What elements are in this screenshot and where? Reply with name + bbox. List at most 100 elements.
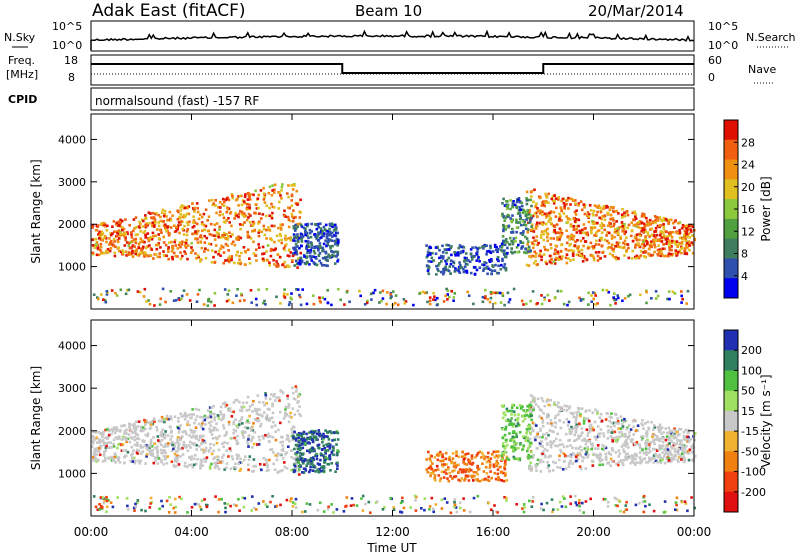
velocity-cell — [575, 411, 578, 414]
power-cell — [572, 249, 575, 253]
power-cell — [332, 234, 336, 237]
velocity-cell — [451, 470, 454, 473]
power-cell — [602, 224, 606, 228]
power-cell — [196, 293, 200, 296]
velocity-cell — [540, 409, 543, 412]
velocity-cell — [195, 448, 198, 451]
power-cell — [254, 189, 257, 193]
velocity-cell — [632, 433, 635, 436]
power-cell — [261, 245, 265, 249]
velocity-cell — [468, 467, 471, 471]
velocity-cell — [656, 435, 659, 438]
power-cell — [319, 300, 322, 304]
power-cell — [296, 201, 300, 205]
velocity-cell — [212, 426, 216, 429]
power-cell — [671, 230, 675, 234]
velocity-cell — [249, 439, 253, 443]
velocity-cell — [667, 454, 670, 457]
power-cell — [656, 294, 660, 298]
power-cell — [277, 226, 280, 230]
velocity-cell — [525, 409, 529, 412]
velocity-cell — [127, 433, 131, 436]
power-cell — [296, 245, 299, 248]
velocity-cell — [135, 451, 139, 454]
power-cell — [225, 197, 229, 200]
velocity-cell — [488, 460, 492, 464]
power-cell — [658, 224, 661, 227]
velocity-cell — [188, 444, 191, 447]
velocity-cell — [267, 440, 271, 443]
power-cell — [141, 225, 145, 228]
velocity-cell — [200, 460, 204, 463]
power-cell — [168, 232, 171, 235]
velocity-cell — [690, 445, 693, 448]
velocity-cell — [601, 447, 604, 451]
velocity-cell — [466, 475, 469, 478]
velocity-cell — [618, 435, 621, 439]
power-cell — [260, 217, 263, 220]
velocity-cell — [668, 435, 671, 439]
power-cell — [526, 250, 530, 253]
velocity-cell — [291, 432, 294, 436]
power-cell — [576, 247, 580, 250]
power-cell — [195, 300, 199, 303]
velocity-cell — [441, 453, 444, 456]
power-cell — [428, 302, 432, 306]
velocity-cell — [568, 438, 571, 442]
velocity-cell — [459, 479, 462, 483]
velocity-cell — [636, 461, 639, 464]
power-cell — [271, 184, 274, 187]
power-cell — [524, 223, 528, 227]
power-cell — [291, 215, 294, 218]
velocity-cell — [440, 470, 444, 474]
velocity-cell — [647, 428, 651, 431]
power-cell — [612, 296, 616, 299]
power-cell — [202, 303, 206, 306]
velocity-cell — [293, 469, 296, 472]
velocity-cell — [598, 463, 601, 467]
velocity-cell — [687, 452, 691, 455]
power-cell — [668, 297, 671, 301]
power-cell — [262, 186, 265, 190]
power-cell — [585, 258, 589, 261]
power-cell — [442, 270, 446, 274]
velocity-cell — [193, 442, 196, 445]
power-cell — [149, 254, 152, 257]
power-cell — [325, 236, 329, 240]
power-cell — [260, 230, 263, 234]
velocity-cell — [575, 413, 579, 417]
power-cell — [427, 251, 430, 255]
cpid-label: CPID — [8, 93, 37, 106]
velocity-cell — [329, 430, 332, 433]
power-cell — [680, 226, 684, 230]
velocity-cell — [132, 424, 135, 428]
velocity-cell — [246, 426, 249, 430]
velocity-cell — [624, 453, 628, 456]
velocity-cell — [502, 479, 506, 483]
power-cell — [200, 246, 204, 250]
power-cell — [255, 248, 258, 251]
velocity-cell — [680, 449, 684, 452]
power-cell — [486, 298, 489, 301]
velocity-cell — [687, 458, 691, 462]
power-cell — [316, 234, 320, 237]
velocity-cell — [556, 466, 559, 469]
power-cell — [430, 256, 434, 260]
velocity-cell — [300, 435, 304, 438]
power-cell — [506, 251, 509, 255]
velocity-cell — [590, 447, 593, 451]
power-cell — [518, 214, 522, 217]
velocity-cell — [584, 442, 588, 446]
power-cell — [201, 229, 204, 232]
velocity-cell — [526, 424, 530, 428]
velocity-cell — [504, 471, 507, 475]
power-cell — [546, 239, 549, 243]
power-cell — [483, 261, 486, 264]
velocity-cell — [235, 442, 239, 446]
velocity-cell — [125, 438, 128, 442]
velocity-cell — [149, 438, 153, 442]
power-cell — [612, 205, 615, 209]
power-cell — [689, 228, 693, 231]
velocity-cell — [134, 426, 138, 429]
velocity-cell — [686, 431, 690, 435]
